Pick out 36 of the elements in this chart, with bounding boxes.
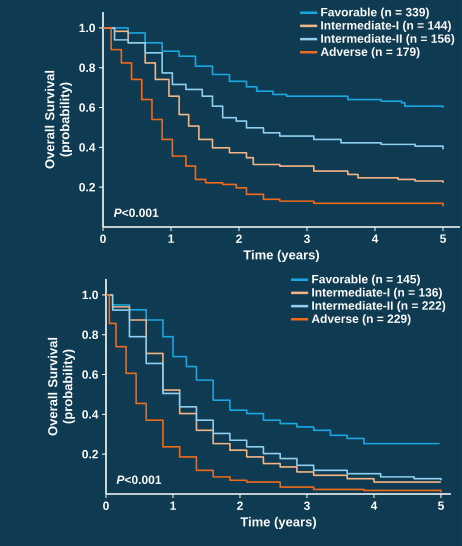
x-tick-label: 3	[304, 234, 310, 244]
x-tick-label: 1	[170, 502, 176, 510]
y-tick-label: 1.0	[82, 290, 98, 300]
x-tick-label: 0	[103, 502, 109, 510]
annotation: P<0.001	[116, 476, 162, 484]
x-axis-title: Time (years)	[240, 516, 316, 530]
x-axis-title: Time (years)	[243, 250, 320, 262]
y-tick-label: 1.0	[80, 24, 95, 32]
y-tick-label: 0.2	[82, 450, 98, 458]
legend-label: Adverse (n = 229)	[312, 314, 411, 326]
y-tick-label: 0.6	[79, 103, 96, 112]
legend-label: Intermediate-II (n = 222)	[312, 300, 446, 312]
y-axis-title: Overall Survival (probability)	[48, 338, 75, 436]
y-tick-label: 0.4	[82, 410, 98, 419]
legend-label: Favorable (n = 145)	[312, 274, 420, 286]
x-tick-label: 1	[168, 234, 174, 243]
x-tick-label: 3	[304, 502, 310, 510]
x-tick-label: 2	[236, 234, 242, 243]
y-tick-label: 0.8	[82, 330, 98, 339]
y-tick-label: 0.8	[79, 64, 96, 72]
y-axis-title: Overall Survival (probability)	[44, 70, 72, 168]
x-tick-label: 2	[237, 502, 243, 510]
y-tick-label: 0.4	[79, 143, 96, 152]
legend-label: Favorable (n = 339)	[321, 8, 429, 19]
y-tick-label: 0.6	[82, 370, 98, 379]
x-tick-label: 0	[100, 234, 106, 244]
annotation: P<0.001	[114, 208, 158, 218]
x-tick-label: 5	[438, 502, 444, 510]
legend-label: Intermediate-I (n = 144)	[321, 20, 451, 32]
x-tick-label: 4	[370, 502, 378, 510]
legend-label: Intermediate-II (n = 156)	[321, 34, 454, 46]
x-tick-label: 5	[440, 234, 446, 243]
legend-label: Intermediate-I (n = 136)	[312, 288, 442, 299]
y-tick-label: 0.2	[79, 182, 95, 192]
legend-label: Adverse (n = 179)	[320, 47, 420, 58]
x-tick-label: 4	[372, 234, 378, 243]
